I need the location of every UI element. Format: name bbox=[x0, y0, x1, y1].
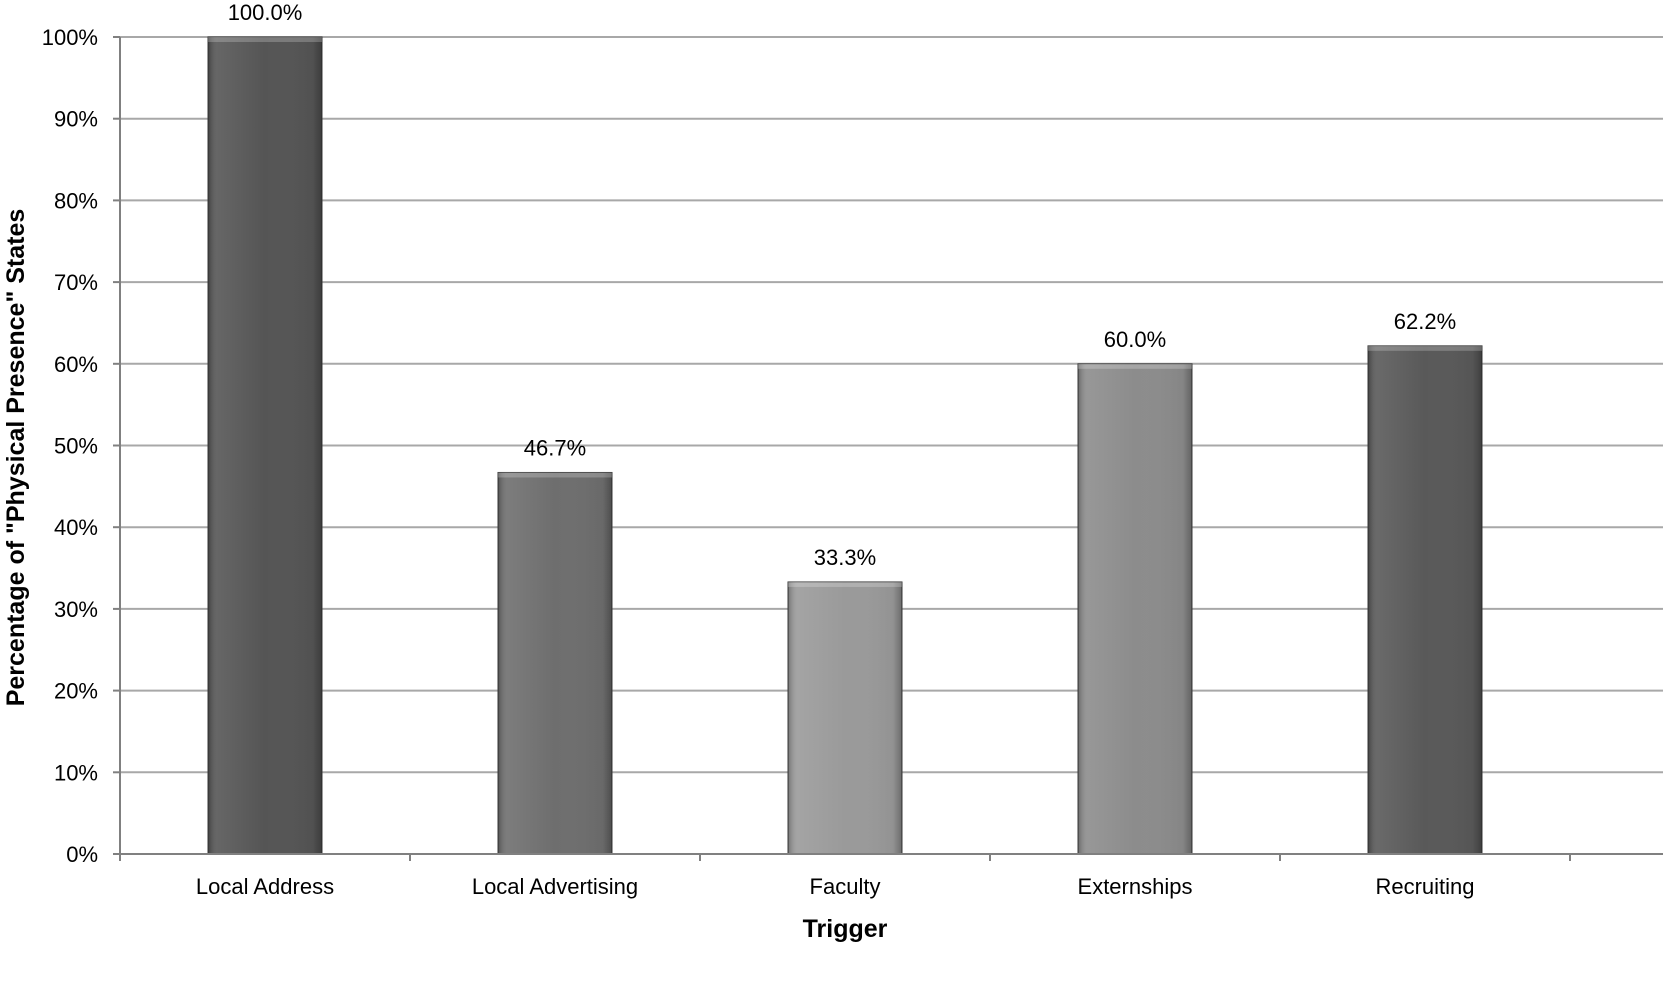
y-tick-label: 80% bbox=[54, 188, 98, 213]
bar-bevel bbox=[1078, 363, 1192, 369]
y-tick-label: 30% bbox=[54, 597, 98, 622]
bars bbox=[207, 36, 1483, 855]
y-tick-label: 60% bbox=[54, 352, 98, 377]
x-tick-label: Recruiting bbox=[1375, 874, 1474, 899]
axes bbox=[113, 36, 1663, 861]
y-tick-label: 70% bbox=[54, 270, 98, 295]
y-tick-label: 90% bbox=[54, 107, 98, 132]
bar-bevel bbox=[208, 37, 322, 42]
data-label: 62.2% bbox=[1394, 309, 1456, 334]
y-axis-title: Percentage of "Physical Presence" States bbox=[2, 209, 30, 707]
gridlines bbox=[120, 36, 1663, 774]
bar-shading bbox=[1368, 345, 1482, 854]
bar-shading bbox=[788, 581, 902, 854]
data-label: 46.7% bbox=[524, 435, 586, 460]
x-tick-label: Externships bbox=[1078, 874, 1193, 899]
bar-bevel bbox=[788, 581, 902, 587]
bar-shading bbox=[208, 37, 322, 854]
x-tick-label: Local Address bbox=[196, 874, 334, 899]
y-tick-label: 50% bbox=[54, 434, 98, 459]
bar-shading bbox=[1078, 363, 1192, 854]
x-axis-title: Trigger bbox=[803, 915, 888, 943]
data-label: 60.0% bbox=[1104, 327, 1166, 352]
y-tick-label: 100% bbox=[42, 25, 98, 50]
data-label: 33.3% bbox=[814, 545, 876, 570]
bar-shading bbox=[498, 472, 612, 854]
bar-bevel bbox=[1368, 345, 1482, 351]
data-label: 100.0% bbox=[228, 0, 303, 25]
y-tick-label: 0% bbox=[66, 842, 98, 867]
y-tick-label: 20% bbox=[54, 679, 98, 704]
labels: 0% 10% 20% 30% 40% 50% 60% 70% 80% 90% 100% 100.0% L… bbox=[42, 0, 1475, 899]
bar-bevel bbox=[498, 472, 612, 478]
y-tick-label: 10% bbox=[54, 760, 98, 785]
x-tick-label: Faculty bbox=[810, 874, 881, 899]
x-tick-label: Local Advertising bbox=[472, 874, 638, 899]
y-tick-label: 40% bbox=[54, 515, 98, 540]
